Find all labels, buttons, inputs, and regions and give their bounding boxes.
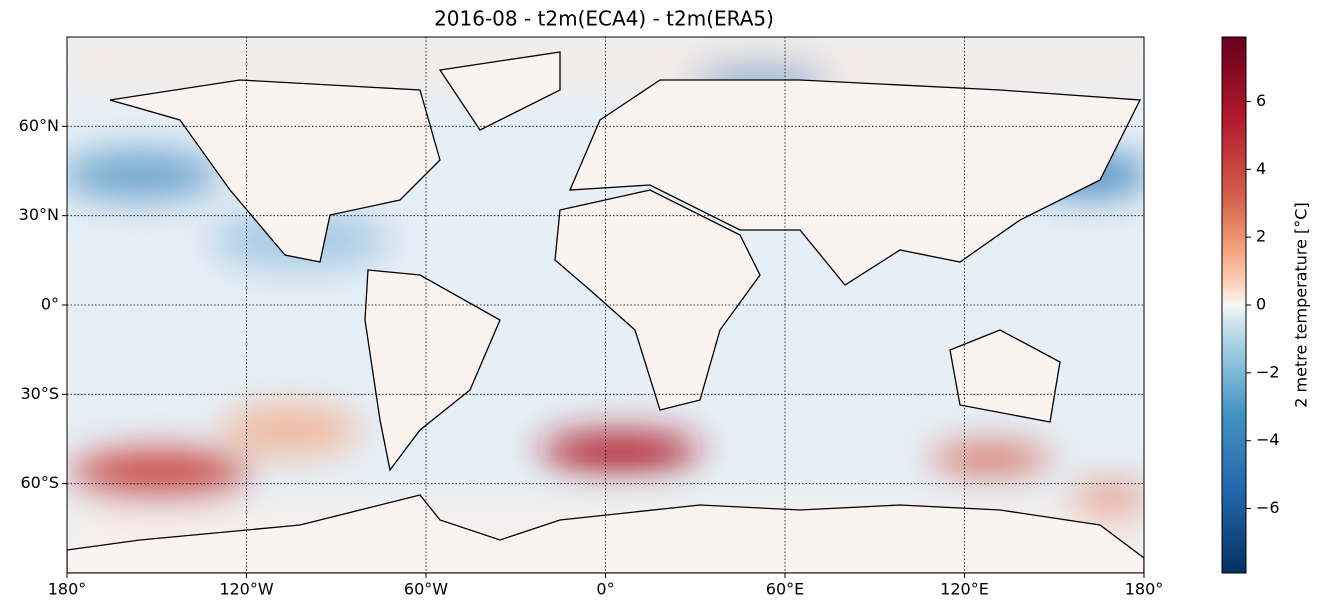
y-tick-label: 30°N	[19, 205, 59, 224]
y-tick-label: 60°S	[20, 473, 59, 492]
colorbar-tick-label: 6	[1256, 91, 1266, 110]
colorbar-tick-label: −6	[1256, 498, 1280, 517]
colorbar-tick-label: 2	[1256, 227, 1266, 246]
colorbar	[1221, 36, 1247, 574]
y-tick-label: 30°S	[20, 384, 59, 403]
colorbar-tick-label: −2	[1256, 362, 1280, 381]
x-tick-label: 60°E	[766, 580, 804, 599]
y-tick-label: 0°	[41, 295, 59, 314]
x-tick-label: 120°W	[219, 580, 274, 599]
x-tick-label: 120°E	[940, 580, 989, 599]
colorbar-tick-label: 0	[1256, 295, 1266, 314]
africa	[554, 189, 761, 411]
map-field	[67, 37, 1144, 573]
colorbar-label: 2 metre temperature [°C]	[1292, 202, 1311, 407]
chart-title: 2016-08 - t2m(ECA4) - t2m(ERA5)	[434, 7, 774, 31]
x-tick-label: 0°	[596, 580, 614, 599]
colorbar-tick-label: −4	[1256, 430, 1280, 449]
eurasia	[568, 79, 1142, 286]
x-tick-label: 180°	[48, 580, 87, 599]
x-tick-label: 60°W	[404, 580, 448, 599]
south-america	[364, 269, 501, 472]
y-tick-label: 60°N	[19, 116, 59, 135]
north-america	[109, 79, 441, 263]
grid	[67, 37, 1144, 573]
colorbar-tick-label: 4	[1256, 159, 1266, 178]
x-tick-label: 180°	[1125, 580, 1164, 599]
greenland	[438, 51, 561, 131]
australia	[949, 329, 1061, 423]
